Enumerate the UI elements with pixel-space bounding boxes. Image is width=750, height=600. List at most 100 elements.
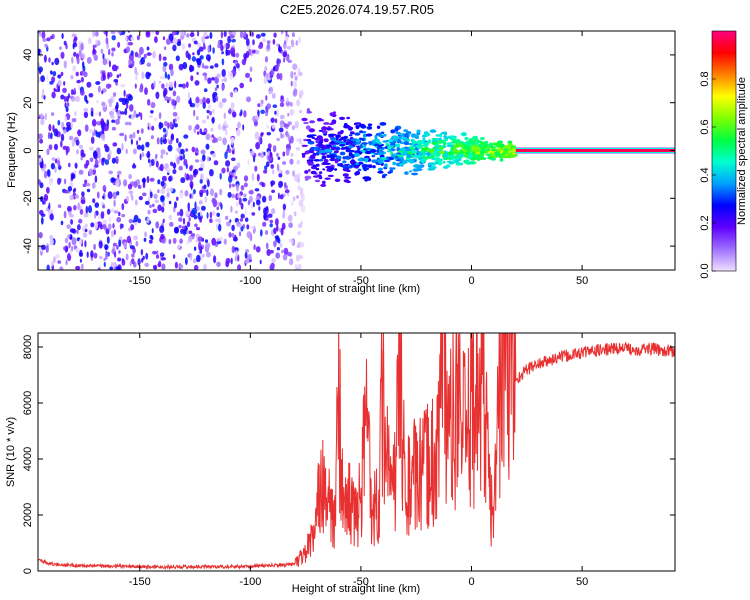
noise-blob: [255, 142, 260, 150]
band-blob: [457, 139, 460, 143]
noise-blob: [276, 152, 279, 157]
noise-blob: [89, 128, 93, 134]
x-tick-label: 50: [576, 576, 588, 588]
band-blob: [465, 151, 470, 155]
noise-blob: [172, 37, 177, 45]
band-blob: [304, 170, 309, 174]
noise-blob: [198, 241, 202, 250]
noise-blob: [77, 224, 81, 231]
noise-blob: [269, 219, 274, 224]
noise-blob: [112, 142, 118, 147]
noise-blob: [256, 173, 260, 182]
noise-blob: [90, 222, 95, 228]
noise-blob: [198, 98, 204, 105]
band-blob: [478, 157, 485, 160]
noise-blob: [173, 162, 176, 170]
noise-blob: [64, 116, 68, 122]
band-blob: [423, 131, 429, 135]
noise-blob: [68, 241, 71, 249]
noise-blob: [150, 110, 154, 114]
noise-blob: [92, 198, 96, 204]
noise-blob: [149, 234, 153, 240]
noise-blob: [180, 189, 183, 194]
noise-blob: [105, 253, 108, 260]
noise-blob: [277, 156, 281, 160]
band-blob: [335, 146, 340, 151]
noise-blob: [185, 173, 190, 181]
noise-blob: [77, 202, 81, 211]
noise-blob: [159, 252, 165, 257]
noise-blob: [243, 175, 249, 182]
noise-blob: [252, 201, 255, 208]
noise-blob: [65, 126, 70, 133]
noise-blob: [192, 52, 195, 56]
noise-blob: [282, 51, 288, 58]
noise-blob: [102, 195, 105, 199]
noise-blob: [179, 190, 184, 199]
noise-blob: [182, 83, 186, 89]
noise-blob: [237, 121, 241, 129]
noise-blob: [255, 34, 261, 39]
noise-blob: [293, 71, 296, 76]
band-blob: [394, 143, 401, 148]
noise-blob: [53, 143, 59, 151]
noise-blob: [75, 139, 80, 146]
y-tick-label: -20: [22, 190, 34, 206]
noise-blob: [174, 80, 177, 89]
band-blob: [313, 159, 321, 162]
noise-blob: [72, 188, 75, 193]
noise-blob: [79, 209, 84, 215]
noise-blob: [46, 186, 50, 194]
noise-blob: [168, 33, 174, 42]
band-blob: [390, 129, 396, 134]
noise-blob: [109, 150, 112, 156]
noise-blob: [279, 72, 283, 81]
noise-blob: [86, 188, 91, 193]
band-blob: [303, 122, 309, 124]
noise-blob: [138, 137, 141, 141]
noise-blob: [249, 150, 255, 156]
noise-blob: [69, 95, 74, 100]
noise-blob: [158, 112, 162, 120]
noise-blob: [142, 181, 146, 189]
noise-blob: [183, 134, 189, 139]
noise-blob: [80, 199, 86, 205]
noise-blob: [112, 242, 117, 247]
noise-blob: [84, 179, 88, 184]
noise-blob: [38, 49, 41, 56]
x-tick-label: -150: [129, 576, 151, 588]
noise-blob: [255, 49, 260, 55]
noise-blob: [203, 263, 207, 270]
band-blob: [329, 112, 335, 117]
band-blob: [377, 159, 384, 163]
noise-blob: [165, 167, 171, 173]
noise-blob: [201, 62, 205, 69]
x-tick-label: -100: [239, 576, 261, 588]
noise-blob: [124, 121, 130, 126]
band-blob: [474, 146, 478, 151]
noise-blob: [66, 205, 72, 212]
noise-blob: [102, 219, 107, 225]
band-blob: [366, 147, 371, 150]
noise-blob: [277, 192, 280, 200]
band-blob: [452, 140, 457, 144]
noise-blob: [84, 228, 88, 233]
band-blob: [322, 161, 328, 165]
noise-blob: [55, 253, 60, 259]
noise-blob: [209, 218, 213, 223]
band-blob: [489, 146, 497, 149]
noise-blob: [62, 87, 67, 94]
noise-blob: [191, 146, 196, 153]
noise-blob: [51, 260, 55, 267]
noise-blob: [158, 53, 162, 62]
noise-blob: [94, 221, 98, 230]
noise-blob: [39, 182, 44, 189]
band-blob: [382, 140, 388, 143]
band-blob: [512, 151, 515, 156]
noise-blob: [254, 131, 260, 140]
noise-blob: [164, 96, 169, 101]
noise-blob: [95, 158, 98, 166]
noise-blob: [162, 36, 166, 41]
noise-blob: [105, 37, 109, 45]
noise-blob: [233, 165, 239, 171]
